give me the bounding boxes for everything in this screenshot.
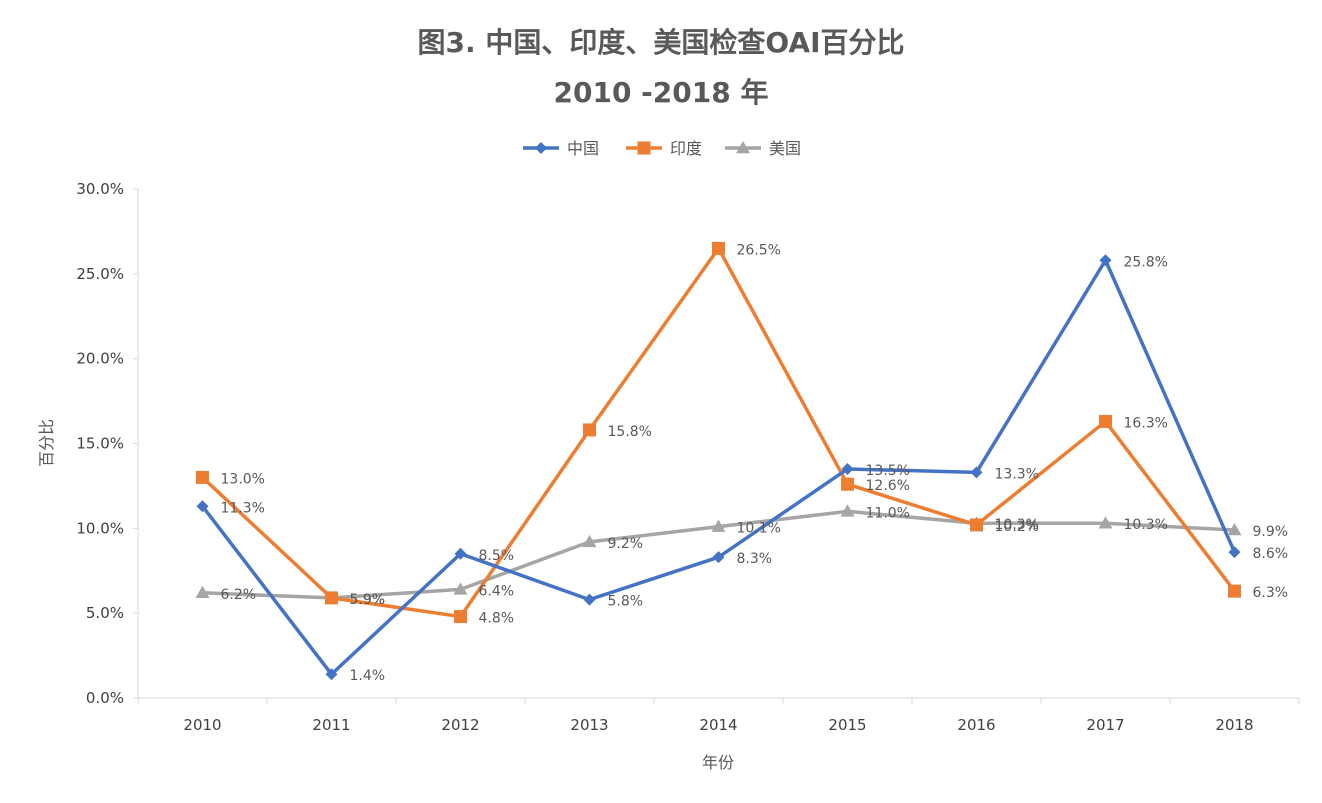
- data-label: 5.9%: [350, 592, 386, 608]
- y-tick-label: 30.0%: [76, 180, 124, 198]
- y-axis-title: 百分比: [37, 419, 56, 467]
- data-point-diamond: [1099, 254, 1112, 267]
- x-tick-label: 2011: [312, 716, 350, 734]
- legend-label: 印度: [670, 139, 702, 158]
- chart-title-line-2: 2010 -2018 年: [554, 76, 769, 109]
- data-label: 16.3%: [1124, 415, 1168, 431]
- data-label: 9.9%: [1253, 524, 1289, 540]
- data-point-diamond: [1228, 546, 1241, 559]
- data-point-square: [583, 423, 596, 437]
- data-label: 9.2%: [608, 536, 644, 552]
- data-point-triangle: [1227, 523, 1242, 536]
- data-point-square: [454, 610, 467, 624]
- data-label: 13.5%: [866, 463, 910, 479]
- data-point-square: [841, 477, 854, 491]
- x-tick-label: 2018: [1215, 716, 1253, 734]
- data-label: 6.4%: [479, 583, 515, 599]
- data-label: 6.3%: [1253, 585, 1289, 601]
- data-label: 15.8%: [608, 424, 652, 440]
- data-label: 1.4%: [350, 668, 386, 684]
- legend-marker-diamond: [535, 142, 547, 154]
- series-line-diamond: [201, 258, 1237, 676]
- x-tick-label: 2016: [957, 716, 995, 734]
- legend-item: 印度: [626, 139, 702, 158]
- data-label: 13.3%: [995, 466, 1039, 482]
- data-label: 13.0%: [221, 471, 265, 487]
- series-markers: [195, 241, 1242, 681]
- x-tick-label: 2013: [570, 716, 608, 734]
- data-point-diamond: [712, 551, 725, 564]
- y-tick-label: 25.0%: [76, 265, 124, 283]
- data-point-triangle: [840, 504, 855, 517]
- data-label: 10.2%: [995, 519, 1039, 535]
- data-point-square: [325, 591, 338, 605]
- data-label: 8.5%: [479, 548, 515, 564]
- data-label: 5.9%: [350, 592, 386, 608]
- series-lines: [201, 246, 1237, 676]
- data-label: 26.5%: [737, 242, 781, 258]
- data-point-triangle: [1098, 516, 1113, 529]
- data-point-triangle: [582, 534, 597, 548]
- data-point-diamond: [196, 500, 209, 513]
- x-axis: 2010 2011 2012 2013 2014 2015 2016 2017 2018: [137, 697, 1300, 734]
- x-tick-label: 2017: [1086, 716, 1124, 734]
- chart-title-line-1: 图3. 中国、印度、美国检查OAI百分比: [417, 26, 904, 59]
- data-point-diamond: [841, 462, 854, 475]
- y-axis-ticks: 0.0% 5.0% 10.0% 15.0% 20.0% 25.0% 30.0%: [76, 180, 139, 707]
- x-axis-title: 年份: [702, 753, 734, 772]
- data-point-square: [1228, 584, 1241, 598]
- y-tick-label: 5.0%: [86, 604, 124, 622]
- y-tick-label: 10.0%: [76, 519, 124, 537]
- data-point-square: [712, 241, 725, 255]
- y-tick-label: 20.0%: [76, 350, 124, 368]
- data-label: 12.6%: [866, 478, 910, 494]
- y-tick-label: 0.0%: [86, 689, 124, 707]
- legend-marker-triangle: [736, 141, 750, 154]
- data-label: 8.3%: [737, 551, 773, 567]
- data-label: 11.3%: [221, 500, 265, 516]
- legend-marker-square: [637, 141, 651, 155]
- data-label: 10.3%: [995, 517, 1039, 533]
- x-tick-label: 2015: [828, 716, 866, 734]
- data-label: 10.3%: [1124, 517, 1168, 533]
- x-tick-label: 2012: [441, 716, 479, 734]
- legend-item: 美国: [725, 139, 801, 158]
- data-point-diamond: [970, 466, 983, 479]
- data-point-square: [1099, 414, 1112, 428]
- data-label: 11.0%: [866, 505, 910, 521]
- data-labels: 11.3% 1.4% 8.5% 5.8% 8.3% 13.5% 13.3% 25.8% 8.6%…: [221, 242, 1289, 684]
- legend-label: 美国: [769, 139, 801, 158]
- x-tick-label: 2010: [183, 716, 221, 734]
- data-point-diamond: [454, 547, 467, 560]
- data-label: 8.6%: [1253, 546, 1289, 562]
- data-point-triangle: [711, 519, 726, 532]
- data-point-diamond: [325, 668, 338, 681]
- data-label: 4.8%: [479, 611, 515, 627]
- data-label: 6.2%: [221, 587, 257, 603]
- legend-label: 中国: [567, 139, 599, 158]
- x-tick-label: 2014: [699, 716, 737, 734]
- legend-item: 中国: [523, 139, 599, 158]
- data-label: 25.8%: [1124, 254, 1168, 270]
- data-point-square: [196, 470, 209, 484]
- data-label: 10.1%: [737, 521, 781, 537]
- data-point-triangle: [195, 585, 210, 599]
- data-point-diamond: [583, 593, 596, 606]
- data-point-triangle: [453, 582, 468, 595]
- y-tick-label: 15.0%: [76, 435, 124, 453]
- data-point-square: [970, 518, 983, 532]
- data-label: 5.8%: [608, 594, 644, 610]
- legend: 中国 印度 美国: [523, 139, 801, 158]
